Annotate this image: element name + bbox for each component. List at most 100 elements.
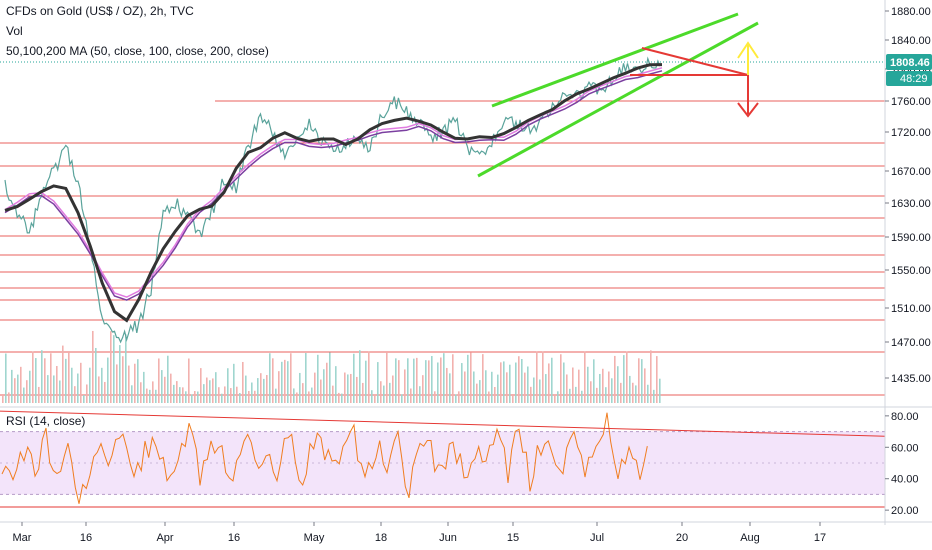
volume-bar	[329, 352, 331, 403]
volume-bar	[287, 361, 289, 403]
volume-bar	[602, 368, 604, 403]
volume-bar	[473, 371, 475, 403]
volume-bar	[314, 372, 316, 403]
moving-averages	[4, 63, 663, 323]
volume-bar	[119, 345, 121, 403]
volume-bar	[431, 356, 433, 403]
volume-bar	[260, 373, 262, 403]
volume-bar	[629, 375, 631, 403]
volume-bar	[131, 385, 133, 403]
volume-bar	[371, 390, 373, 403]
volume-bar	[587, 366, 589, 403]
volume-bar	[533, 377, 535, 403]
volume-bar	[218, 387, 220, 403]
volume-bar	[605, 387, 607, 403]
volume-bar	[539, 379, 541, 403]
volume-bar	[341, 393, 343, 403]
volume-bar	[578, 369, 580, 403]
volume-bar	[194, 391, 196, 403]
volume-bar	[584, 351, 586, 403]
volume-bar	[560, 354, 562, 403]
volume-bar	[167, 355, 169, 403]
volume-bar	[323, 369, 325, 403]
volume-bar	[320, 379, 322, 403]
volume-bar	[383, 385, 385, 403]
volume-bar	[485, 370, 487, 403]
volume-bar	[497, 374, 499, 403]
volume-bar	[236, 386, 238, 403]
volume-bar	[53, 375, 55, 403]
volume-bar	[443, 353, 445, 403]
volume-bar	[170, 373, 172, 403]
volume-bar	[296, 392, 298, 403]
volume-bar	[233, 363, 235, 403]
volume-bar	[476, 383, 478, 403]
arrow-down-icon	[737, 102, 759, 118]
time-tick-label: Aug	[740, 532, 760, 544]
volume-bar	[164, 376, 166, 403]
ma-200-line	[4, 70, 663, 301]
volume-bar	[524, 372, 526, 403]
volume-bar	[509, 364, 511, 403]
volume-bar	[347, 374, 349, 403]
volume-bar	[593, 359, 595, 403]
volume-bar	[281, 361, 283, 403]
volume-bar	[41, 350, 43, 403]
volume-bar	[101, 367, 103, 403]
volume-bar	[377, 362, 379, 403]
time-tick-label: Jun	[439, 532, 457, 544]
volume-bar	[38, 386, 40, 403]
volume-bar	[2, 395, 4, 403]
ma-label[interactable]: 50,100,200 MA (50, close, 100, close, 20…	[6, 44, 269, 58]
volume-bar	[656, 356, 658, 403]
volume-bar	[596, 387, 598, 403]
volume-bar	[5, 353, 7, 403]
volume-bar	[437, 362, 439, 403]
volume-bar	[128, 365, 130, 403]
price-axis-bg	[885, 0, 932, 550]
volume-bar	[71, 367, 73, 403]
volume-bar	[200, 368, 202, 403]
price-tick-label: 1670.00	[891, 166, 931, 178]
volume-bar	[407, 358, 409, 403]
volume-bar	[308, 391, 310, 403]
volume-bar	[173, 384, 175, 403]
volume-bar	[83, 394, 85, 403]
volume-bar	[356, 376, 358, 403]
volume-bar	[299, 372, 301, 403]
volume-bar	[338, 392, 340, 403]
volume-bar	[575, 386, 577, 403]
rsi-line	[1, 412, 648, 504]
volume-bar	[8, 392, 10, 403]
instrument-title[interactable]: CFDs on Gold (US$ / OZ), 2h, TVC	[6, 4, 194, 18]
volume-bar	[278, 371, 280, 403]
volume-bar	[77, 373, 79, 403]
volume-bar	[482, 354, 484, 403]
volume-bar	[611, 378, 613, 403]
volume-bar	[542, 351, 544, 403]
volume-bar	[251, 382, 253, 403]
time-tick-label: Jul	[590, 532, 604, 544]
volume-bar	[80, 362, 82, 403]
time-tick-label: 20	[676, 532, 688, 544]
volume-bar	[422, 375, 424, 403]
volume-bar	[494, 387, 496, 403]
volume-bar	[557, 391, 559, 403]
price-tick-label: 1630.00	[891, 198, 931, 210]
volume-bar	[449, 373, 451, 403]
volume-bar	[614, 355, 616, 403]
volume-bar	[245, 375, 247, 403]
volume-bar	[572, 367, 574, 403]
volume-bar	[110, 331, 112, 403]
volume-bar	[152, 381, 154, 403]
volume-bar	[11, 369, 13, 403]
volume-bar	[311, 387, 313, 403]
volume-bar	[17, 374, 19, 403]
time-tick-label: 16	[228, 532, 240, 544]
price-tick-label: 1550.00	[891, 265, 931, 277]
rsi-label[interactable]: RSI (14, close)	[6, 414, 86, 428]
time-tick-label: Mar	[13, 532, 32, 544]
volume-bar	[332, 385, 334, 403]
